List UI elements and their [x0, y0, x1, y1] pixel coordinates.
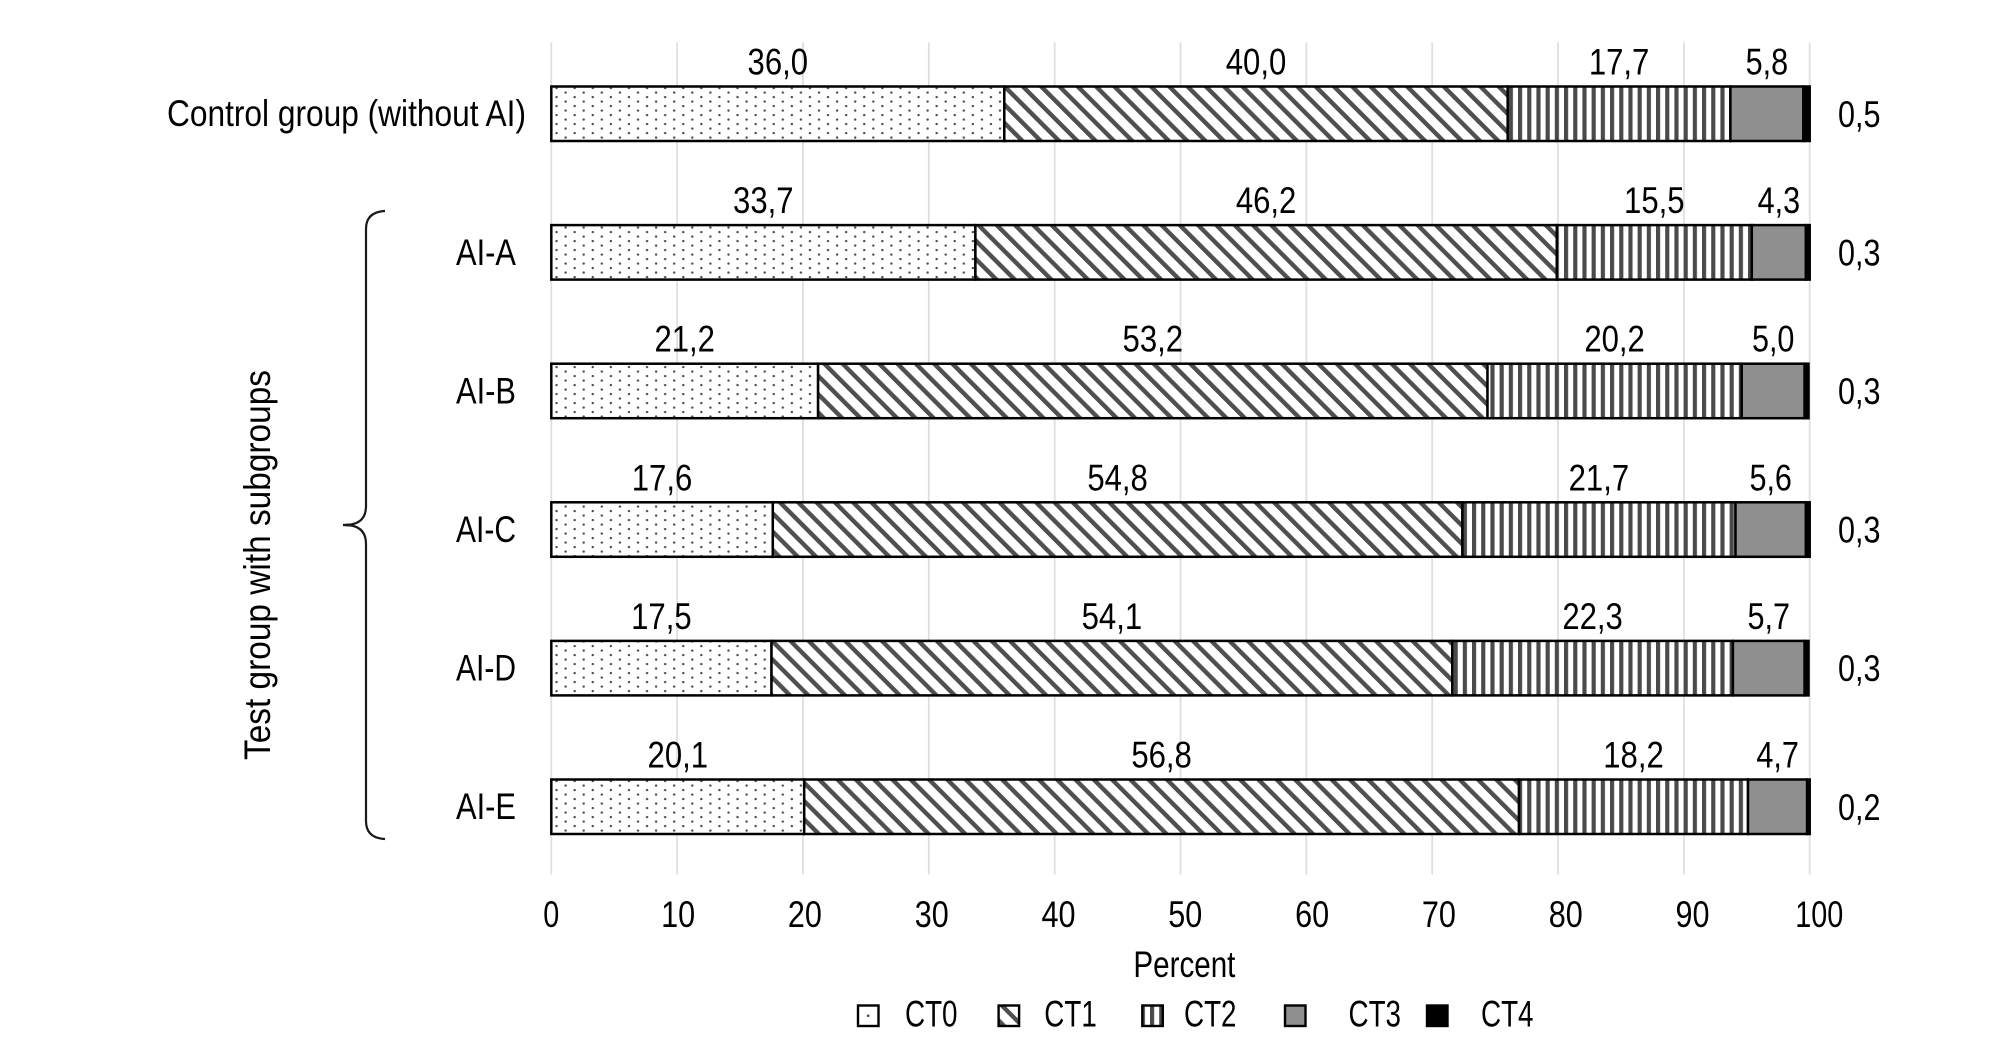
svg-text:54,8: 54,8: [1087, 457, 1148, 498]
svg-text:0,5: 0,5: [1838, 94, 1881, 135]
svg-text:50: 50: [1168, 894, 1202, 935]
svg-text:CT3: CT3: [1349, 994, 1402, 1035]
svg-text:CT1: CT1: [1044, 994, 1097, 1035]
svg-text:17,7: 17,7: [1589, 42, 1650, 83]
svg-text:AI-B: AI-B: [456, 370, 516, 411]
svg-text:0,3: 0,3: [1838, 510, 1881, 551]
svg-text:0,3: 0,3: [1838, 371, 1881, 412]
svg-text:56,8: 56,8: [1131, 735, 1192, 776]
svg-text:70: 70: [1422, 894, 1456, 935]
svg-text:Test group with subgroups: Test group with subgroups: [237, 370, 278, 760]
svg-text:10: 10: [661, 894, 695, 935]
svg-text:5,7: 5,7: [1748, 596, 1791, 637]
svg-text:100: 100: [1795, 894, 1843, 935]
svg-text:0,3: 0,3: [1838, 232, 1881, 273]
svg-text:40,0: 40,0: [1226, 42, 1287, 83]
svg-text:17,6: 17,6: [632, 457, 693, 498]
svg-text:20,2: 20,2: [1584, 319, 1645, 360]
svg-text:0: 0: [543, 894, 559, 935]
svg-text:15,5: 15,5: [1624, 180, 1685, 221]
svg-text:Control group (without AI): Control group (without AI): [167, 93, 526, 134]
svg-text:54,1: 54,1: [1082, 596, 1143, 637]
svg-text:40: 40: [1042, 894, 1076, 935]
svg-text:5,8: 5,8: [1746, 42, 1789, 83]
svg-text:21,7: 21,7: [1569, 457, 1630, 498]
svg-text:53,2: 53,2: [1123, 319, 1184, 360]
svg-text:33,7: 33,7: [733, 180, 794, 221]
svg-text:30: 30: [915, 894, 949, 935]
svg-text:18,2: 18,2: [1603, 735, 1664, 776]
svg-text:90: 90: [1676, 894, 1710, 935]
svg-text:AI-C: AI-C: [456, 509, 516, 550]
svg-text:60: 60: [1295, 894, 1329, 935]
svg-text:4,3: 4,3: [1758, 180, 1801, 221]
svg-text:0,3: 0,3: [1838, 648, 1881, 689]
svg-text:4,7: 4,7: [1756, 735, 1799, 776]
svg-text:20: 20: [788, 894, 822, 935]
svg-text:CT4: CT4: [1481, 994, 1534, 1035]
svg-text:5,0: 5,0: [1752, 319, 1795, 360]
svg-text:80: 80: [1549, 894, 1583, 935]
svg-text:17,5: 17,5: [631, 596, 692, 637]
svg-text:AI-A: AI-A: [456, 232, 516, 273]
svg-text:36,0: 36,0: [748, 42, 809, 83]
svg-text:0,2: 0,2: [1838, 787, 1881, 828]
svg-text:AI-D: AI-D: [456, 648, 516, 689]
svg-text:21,2: 21,2: [654, 319, 715, 360]
svg-text:46,2: 46,2: [1236, 180, 1297, 221]
svg-text:CT0: CT0: [905, 994, 958, 1035]
svg-text:Percent: Percent: [1133, 944, 1236, 985]
svg-text:5,6: 5,6: [1749, 457, 1792, 498]
svg-text:22,3: 22,3: [1562, 596, 1623, 637]
svg-text:AI-E: AI-E: [456, 786, 516, 827]
svg-text:20,1: 20,1: [648, 735, 709, 776]
svg-text:CT2: CT2: [1184, 994, 1237, 1035]
